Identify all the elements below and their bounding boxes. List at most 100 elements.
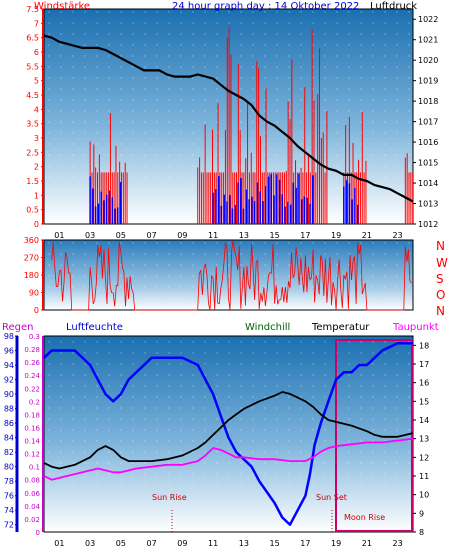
rain-tick-label: 0.16 [24,424,40,432]
rain-header: Regen [2,322,34,333]
rain-tick-label: 0.04 [24,503,40,511]
direction-label-s: S [436,272,444,286]
temp-tick-label: 17 [419,360,429,369]
temp-tick-label: 11 [419,472,429,481]
humidity-x-tick-label: 03 [85,539,95,548]
humidity-tick-label: 80 [4,463,14,472]
pressure-title: Luftdruck [370,1,417,12]
humidity-tick-label: 96 [4,347,14,356]
humidity-tick-label: 72 [4,521,14,530]
wind-tick-label: 0.5 [26,206,39,215]
humidity-tick-label: 74 [4,506,14,515]
humidity-header: Luftfeuchte [66,322,123,333]
direction-tick-label: 360 [24,236,39,245]
wind-speed-title: Windstärke [34,1,90,12]
direction-label-n-bottom: N [436,304,445,318]
temperature-header: Temperatur [311,322,370,333]
wind-x-tick-label: 13 [239,231,249,240]
humidity-x-tick-label: 01 [54,539,64,548]
humidity-tick-label: 90 [4,390,14,399]
rain-tick-label: 0.26 [24,359,40,367]
humidity-x-tick-label: 21 [362,539,372,548]
humidity-x-tick-label: 19 [331,539,341,548]
pressure-tick-label: 1018 [418,97,438,106]
rain-tick-label: 0.18 [24,411,40,419]
wind-x-tick-label: 09 [177,231,187,240]
direction-label-o: O [436,288,445,302]
humidity-x-tick-label: 23 [393,539,403,548]
rain-tick-label: 0.08 [24,477,40,485]
pressure-tick-label: 1013 [418,200,438,209]
dewpoint-header: Taupunkt [392,322,439,333]
temp-tick-label: 14 [419,416,429,425]
moonrise-label: Moon Rise [344,513,385,522]
humidity-tick-label: 82 [4,448,14,457]
wind-tick-label: 3 [34,134,39,143]
humidity-tick-label: 78 [4,477,14,486]
temp-tick-label: 16 [419,379,429,388]
rain-tick-label: 0.06 [24,490,40,498]
rain-tick-label: 0.12 [24,451,40,459]
wind-x-tick-label: 15 [270,231,280,240]
humidity-x-tick-label: 17 [300,539,310,548]
wind-x-tick-label: 21 [362,231,372,240]
temp-tick-label: 18 [419,341,429,350]
pressure-tick-label: 1014 [418,179,438,188]
direction-tick-label: 180 [24,271,39,280]
humidity-x-tick-label: 15 [270,539,280,548]
wind-tick-label: 4.5 [26,91,39,100]
pressure-tick-label: 1017 [418,118,438,127]
wind-x-tick-label: 03 [85,231,95,240]
wind-x-tick-label: 05 [116,231,126,240]
pressure-line [43,34,414,203]
wind-tick-label: 5 [34,77,39,86]
rain-tick-label: 0.02 [24,516,40,524]
humidity-tick-label: 84 [4,434,14,443]
direction-label-n-top: N [436,239,445,253]
direction-tick-label: 270 [24,254,39,263]
rain-tick-label: 0.24 [24,372,40,380]
temp-tick-label: 15 [419,397,429,406]
humidity-x-tick-label: 05 [116,539,126,548]
temp-tick-label: 10 [419,491,429,500]
wind-tick-label: 0 [34,220,39,229]
rain-tick-label: 0.28 [24,346,40,354]
chart-dynamic-layer: 00.511.522.533.544.555.566.577.510121013… [4,5,439,548]
temperature-line [43,391,414,470]
humidity-tick-label: 92 [4,376,14,385]
moon-visible-box [335,339,413,532]
humidity-tick-label: 94 [4,361,14,370]
pressure-tick-label: 1019 [418,77,438,86]
wind-x-tick-label: 11 [208,231,218,240]
wind-tick-label: 2.5 [26,148,39,157]
wind-tick-label: 6.5 [26,34,39,43]
humidity-tick-label: 88 [4,405,14,414]
temp-tick-label: 13 [419,435,429,444]
humidity-tick-label: 86 [4,419,14,428]
rain-tick-label: 0.2 [29,398,40,406]
humidity-x-tick-label: 13 [239,539,249,548]
wind-x-tick-label: 23 [393,231,403,240]
humidity-tick-label: 98 [4,332,14,341]
direction-tick-label: 0 [34,306,39,315]
wind-x-tick-label: 17 [300,231,310,240]
wind-direction-line [51,240,412,311]
rain-tick-label: 0.1 [29,464,40,472]
temp-tick-label: 8 [419,528,424,537]
wind-tick-label: 1.5 [26,177,39,186]
wind-x-tick-label: 07 [147,231,157,240]
graph-title: 24 hour graph day : 14 Oktober 2022 [172,1,359,12]
humidity-x-tick-label: 11 [208,539,218,548]
wind-tick-label: 7.5 [26,5,39,14]
humidity-x-tick-label: 07 [147,539,157,548]
rain-tick-label: 0.14 [24,438,40,446]
pressure-tick-label: 1021 [418,36,438,45]
sunrise-label: Sun Rise [152,493,187,502]
pressure-tick-label: 1012 [418,220,438,229]
wind-x-tick-label: 19 [331,231,341,240]
wind-tick-label: 1 [34,191,39,200]
temp-tick-label: 9 [419,509,424,518]
wind-tick-label: 6 [34,48,39,57]
pressure-tick-label: 1022 [418,15,438,24]
